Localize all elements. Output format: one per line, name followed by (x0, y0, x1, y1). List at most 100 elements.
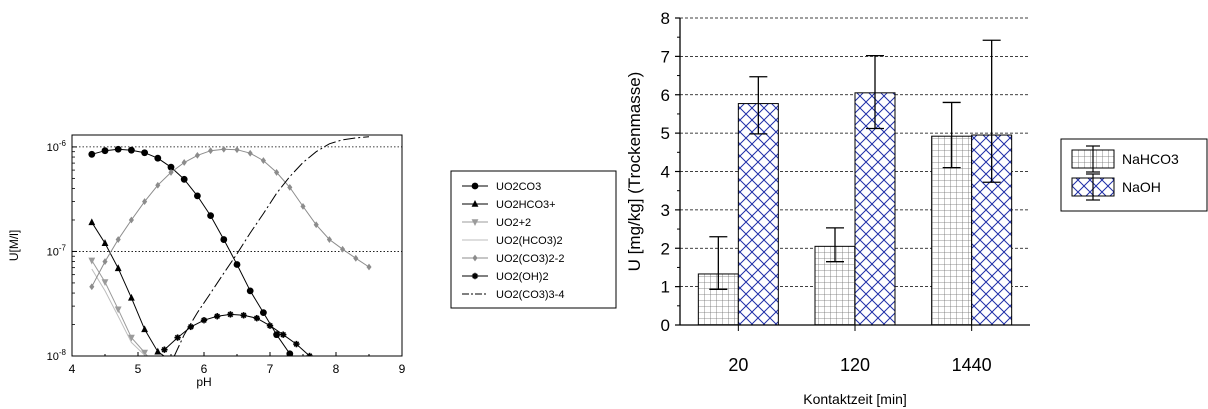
data-point-uo2-co3-2-2 (287, 183, 293, 191)
star-stroke (214, 313, 221, 320)
x-tick-label: 1440 (952, 355, 992, 375)
data-point-uo2-oh-2 (174, 334, 181, 341)
data-point-uo2-co3-2-2 (128, 216, 134, 224)
y-axis-title: U [mg/kg] (Trockenmasse) (625, 72, 644, 272)
data-point-uo2-oh-2 (266, 322, 274, 329)
x-tick-label: 5 (135, 362, 142, 376)
legend-item-uo2co3: UO2CO3 (462, 181, 541, 193)
data-point-uo2co3 (141, 149, 149, 157)
bar-naoh (737, 103, 779, 326)
data-point-uo2hco3 (101, 239, 109, 246)
data-point-uo2hco3 (141, 325, 148, 333)
data-point-uo2-co3-2-2 (340, 245, 346, 253)
y-tick-exponent: -8 (59, 348, 67, 357)
data-point-uo2co3 (246, 287, 254, 295)
data-point-uo2-oh-2 (253, 314, 260, 322)
data-point-uo2co3 (260, 309, 267, 317)
star-stroke (280, 331, 287, 338)
data-point-uo2-oh-2 (240, 312, 247, 319)
data-point-uo2co3 (273, 331, 280, 339)
star-stroke (227, 311, 234, 318)
legend-label: UO2CO3 (496, 181, 541, 193)
series-uo2-co3-3-4 (173, 136, 370, 356)
data-point-uo2co3 (88, 150, 96, 158)
data-point-uo2-co3-2-2 (326, 236, 332, 243)
legend-marker (471, 219, 479, 226)
series-line-uo2-hco3-2 (91, 268, 148, 356)
x-axis-title: Kontaktzeit [min] (803, 391, 907, 407)
legend-item-nahco3: NaHCO3 (1071, 145, 1179, 173)
star-stroke (293, 341, 300, 347)
star-stroke (253, 315, 260, 321)
y-tick-label: 0 (661, 316, 670, 335)
error-bar-naoh (749, 76, 768, 135)
data-point-uo2-2 (101, 279, 109, 287)
data-point-uo2-co3-2-2 (181, 159, 187, 166)
series-uo2-oh-2 (161, 311, 313, 356)
series-uo2-hco3-2 (91, 268, 148, 356)
x-tick-label: 8 (333, 362, 340, 376)
data-point-uo2-co3-2-2 (313, 221, 319, 229)
x-tick-label: 4 (69, 362, 76, 376)
data-point-uo2hco3 (128, 293, 135, 301)
legend-label: UO2(OH)2 (496, 271, 549, 283)
data-point-uo2-co3-2-2 (260, 157, 266, 164)
data-point-uo2-co3-2-2 (208, 147, 214, 155)
data-point-uo2-co3-2-2 (221, 145, 227, 153)
series-uo2-2 (88, 257, 155, 365)
star-stroke (240, 312, 247, 319)
y-tick-label: 6 (661, 86, 670, 105)
y-tick-exponent: -6 (59, 139, 67, 148)
y-tick-label: 10-8 (47, 348, 67, 363)
series-uo2co3 (88, 145, 294, 356)
legend-marker (471, 200, 479, 207)
data-point-uo2co3 (194, 192, 201, 200)
data-point-uo2co3 (220, 236, 228, 243)
bar-group-1440 (931, 39, 1013, 326)
y-tick-label: 4 (661, 163, 670, 182)
star-stroke (308, 353, 313, 356)
data-point-uo2-co3-2-2 (234, 146, 240, 154)
data-point-uo2-2 (128, 334, 135, 342)
data-point-uo2-co3-2-2 (353, 254, 359, 262)
bar-legend: NaHCO3 NaOH (1060, 138, 1208, 212)
star-stroke (174, 334, 181, 341)
data-point-uo2co3 (233, 261, 241, 268)
series-line-uo2-co3-2-2 (91, 148, 370, 287)
x-tick-label: 20 (728, 355, 748, 375)
star-stroke (161, 346, 168, 353)
series-uo2-co3-2-2 (89, 145, 372, 291)
error-bar-nahco3 (942, 101, 961, 169)
y-tick-label: 2 (661, 239, 670, 258)
data-point-uo2co3 (167, 163, 175, 171)
y-tick-label: 5 (661, 124, 670, 143)
y-tick-label: 7 (661, 47, 670, 66)
data-point-uo2co3 (207, 212, 215, 220)
data-point-uo2-oh-2 (214, 313, 221, 320)
y-tick-exponent: -7 (59, 243, 67, 252)
legend-label: NaOH (1122, 179, 1161, 195)
data-point-uo2-co3-2-2 (89, 283, 95, 291)
star-stroke (306, 353, 311, 356)
series-line-uo2-oh-2 (164, 313, 310, 356)
series-uo2hco3 (88, 218, 165, 356)
data-point-uo2co3 (286, 350, 294, 356)
data-point-uo2co3 (127, 146, 135, 154)
data-point-uo2hco3 (154, 347, 162, 355)
legend-item-uo2hco3: UO2HCO3+ (462, 199, 556, 211)
y-tick-base: 10 (47, 142, 59, 154)
data-point-uo2-oh-2 (161, 346, 168, 353)
legend-marker (471, 182, 479, 190)
y-tick-label: 8 (661, 9, 670, 28)
legend-label: NaHCO3 (1122, 151, 1179, 167)
data-point-uo2-co3-2-2 (102, 258, 108, 265)
data-point-uo2-co3-2-2 (366, 263, 372, 271)
x-tick-label: 120 (840, 355, 870, 375)
series-line-uo2co3 (91, 148, 293, 356)
data-point-uo2-oh-2 (227, 311, 234, 318)
legend-label: UO2(CO3)2-2 (496, 253, 564, 265)
data-point-uo2-co3-2-2 (274, 169, 280, 176)
speciation-legend: UO2CO3 UO2HCO3+ UO2+2 UO2(HCO3)2 UO2(CO3)2-2… (450, 170, 617, 309)
data-point-uo2-2 (148, 358, 155, 365)
data-point-uo2-2 (88, 257, 96, 265)
